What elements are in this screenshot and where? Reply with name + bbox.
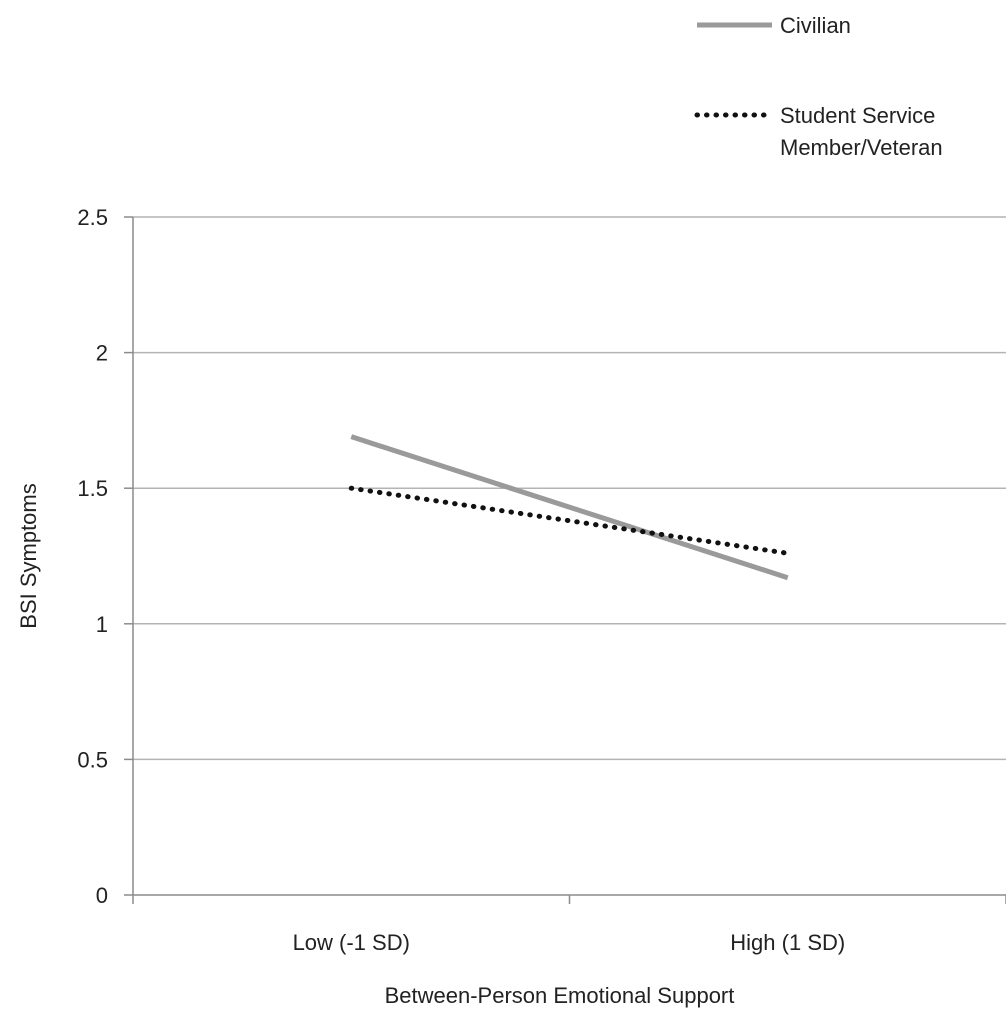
legend-label-0: Civilian xyxy=(780,13,851,38)
y-axis-title: BSI Symptoms xyxy=(16,483,41,628)
axis-labels: 0 0.5 1 1.5 2 2.5 Low (-1 SD) High (1 SD) Betwee… xyxy=(16,205,845,1008)
legend-label-line: Member/Veteran xyxy=(780,135,943,160)
y-tick-label: 0 xyxy=(96,883,108,908)
legend-label-line: Civilian xyxy=(780,13,851,38)
series-line-1 xyxy=(348,485,791,556)
legend: Civilian Student Service Member/Veteran xyxy=(694,13,943,160)
y-tick-label: 1 xyxy=(96,612,108,637)
legend-label-line: Student Service xyxy=(780,103,935,128)
y-tick-label: 2 xyxy=(96,341,108,366)
x-axis-title: Between-Person Emotional Support xyxy=(385,983,735,1008)
y-tick-label: 2.5 xyxy=(77,205,108,230)
y-tick-label: 0.5 xyxy=(77,747,108,772)
series-lines xyxy=(348,434,791,581)
series-line-0 xyxy=(350,434,789,581)
x-tick-label: Low (-1 SD) xyxy=(293,930,410,955)
x-tick-label: High (1 SD) xyxy=(730,930,845,955)
gridlines xyxy=(133,216,1006,761)
y-tick-label: 1.5 xyxy=(77,476,108,501)
legend-label-1: Student Service Member/Veteran xyxy=(780,103,943,160)
axes xyxy=(124,216,1006,904)
